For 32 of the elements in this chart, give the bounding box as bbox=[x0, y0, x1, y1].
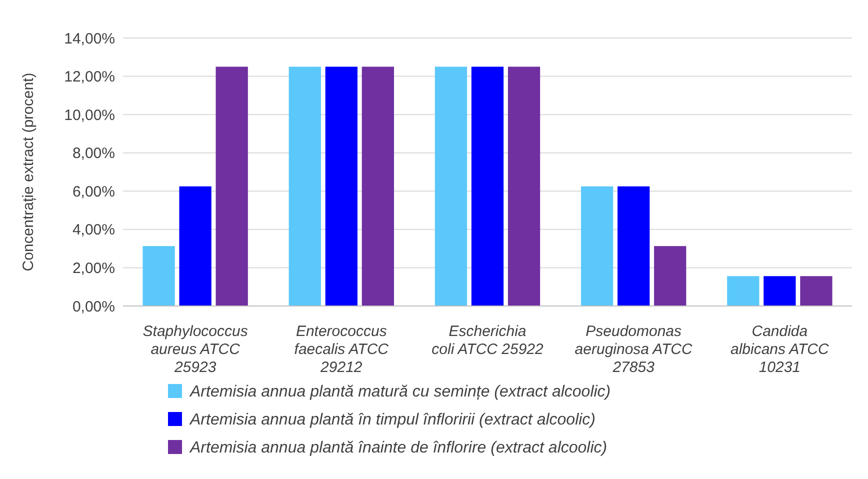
bar bbox=[288, 66, 321, 306]
y-tick-label: 0,00% bbox=[72, 298, 115, 316]
x-tick-label: Staphylococcus aureus ATCC 25923 bbox=[142, 323, 248, 376]
bar bbox=[800, 276, 832, 306]
bar bbox=[764, 276, 796, 306]
y-tick-label: 4,00% bbox=[72, 222, 115, 239]
x-tick-label: Enterococcus faecalis ATCC 29212 bbox=[294, 323, 389, 376]
x-tick-label: Candida albicans ATCC 10231 bbox=[730, 323, 830, 376]
y-tick-label: 8,00% bbox=[72, 145, 115, 162]
bar bbox=[434, 66, 468, 306]
bar bbox=[325, 66, 358, 306]
bar bbox=[581, 186, 614, 306]
bar bbox=[362, 66, 394, 306]
bar bbox=[471, 66, 504, 306]
bar bbox=[727, 276, 760, 306]
bar bbox=[508, 66, 540, 306]
y-tick-label: 2,00% bbox=[72, 260, 115, 277]
x-tick-label: Escherichia coli ATCC 25922 bbox=[432, 323, 544, 358]
y-tick-label: 6,00% bbox=[72, 183, 115, 200]
bar bbox=[179, 186, 212, 306]
legend-label: Artemisia annua plantă matură cu semințe (extract alcoolic) bbox=[189, 384, 611, 401]
x-tick-label: Pseudomonas aeruginosa ATCC 27853 bbox=[574, 323, 693, 376]
y-tick-label: 12,00% bbox=[64, 68, 115, 86]
bar bbox=[618, 186, 650, 306]
legend-label: Artemisia annua plantă înainte de înflorire (extract alcoolic) bbox=[189, 440, 608, 457]
y-tick-label: 10,00% bbox=[64, 106, 115, 124]
bar bbox=[216, 66, 248, 306]
bar bbox=[142, 246, 175, 306]
bar bbox=[654, 246, 686, 306]
legend-label: Artemisia annua plantă în timpul înfloririi (extract alcoolic) bbox=[189, 412, 596, 429]
y-axis-title: Concentrație extract (procent) bbox=[20, 72, 37, 272]
y-tick-label: 14,00% bbox=[64, 30, 115, 48]
